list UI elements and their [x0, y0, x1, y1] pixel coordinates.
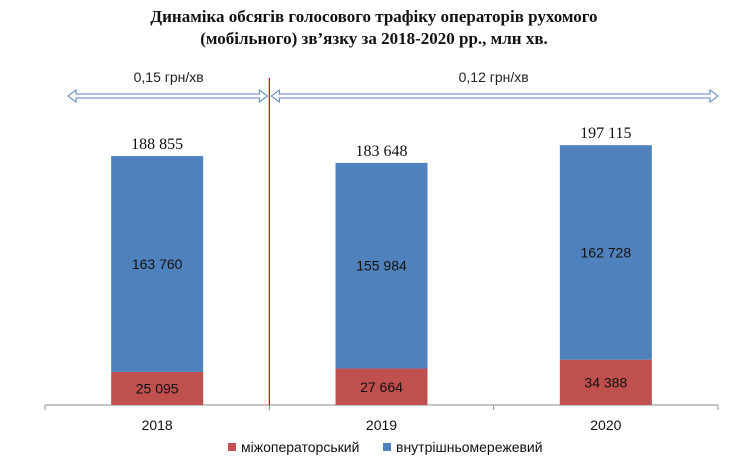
x-tick-label-2020: 2020 — [590, 417, 621, 433]
bar-segment-intranetwork-2018 — [111, 156, 204, 372]
rate-annotation-2019-2020: 0,12 грн/хв — [459, 69, 529, 85]
legend-swatch-interoperator — [228, 443, 236, 451]
total-label-2019: 183 648 — [356, 143, 408, 160]
chart-title: Динаміка обсягів голосового трафіку опер… — [0, 6, 748, 50]
legend-label-intranetwork: внутрішньомережевий — [396, 439, 543, 455]
chart-title-line-1: Динаміка обсягів голосового трафіку опер… — [150, 7, 598, 26]
bar-segment-interoperator-2018 — [111, 371, 204, 405]
data-label-interoperator-2019: 27 664 — [360, 379, 403, 395]
data-label-intranetwork-2018: 163 760 — [132, 256, 183, 272]
rate-annotation-2018: 0,15 грн/хв — [134, 69, 204, 85]
legend-label-interoperator: міжоператорський — [241, 439, 359, 455]
x-tick-label-2019: 2019 — [366, 417, 397, 433]
total-label-2020: 197 115 — [580, 125, 631, 142]
data-label-intranetwork-2019: 155 984 — [356, 258, 407, 274]
chart-title-line-2: (мобільного) зв’язку за 2018-2020 рр., м… — [200, 29, 548, 48]
bar-segment-intranetwork-2020 — [559, 145, 652, 360]
x-tick-label-2018: 2018 — [142, 417, 173, 433]
data-label-intranetwork-2020: 162 728 — [581, 244, 632, 260]
data-label-interoperator-2018: 25 095 — [136, 380, 179, 396]
rate-arrow-2019-2020 — [270, 89, 719, 103]
total-label-2018: 188 855 — [131, 136, 183, 153]
bar-segment-intranetwork-2019 — [335, 162, 428, 369]
data-label-interoperator-2020: 34 388 — [584, 374, 627, 390]
rate-arrow-2018 — [67, 89, 269, 103]
legend-swatch-intranetwork — [383, 443, 391, 451]
bar-segment-interoperator-2019 — [335, 368, 428, 405]
bar-segment-interoperator-2020 — [559, 359, 652, 405]
